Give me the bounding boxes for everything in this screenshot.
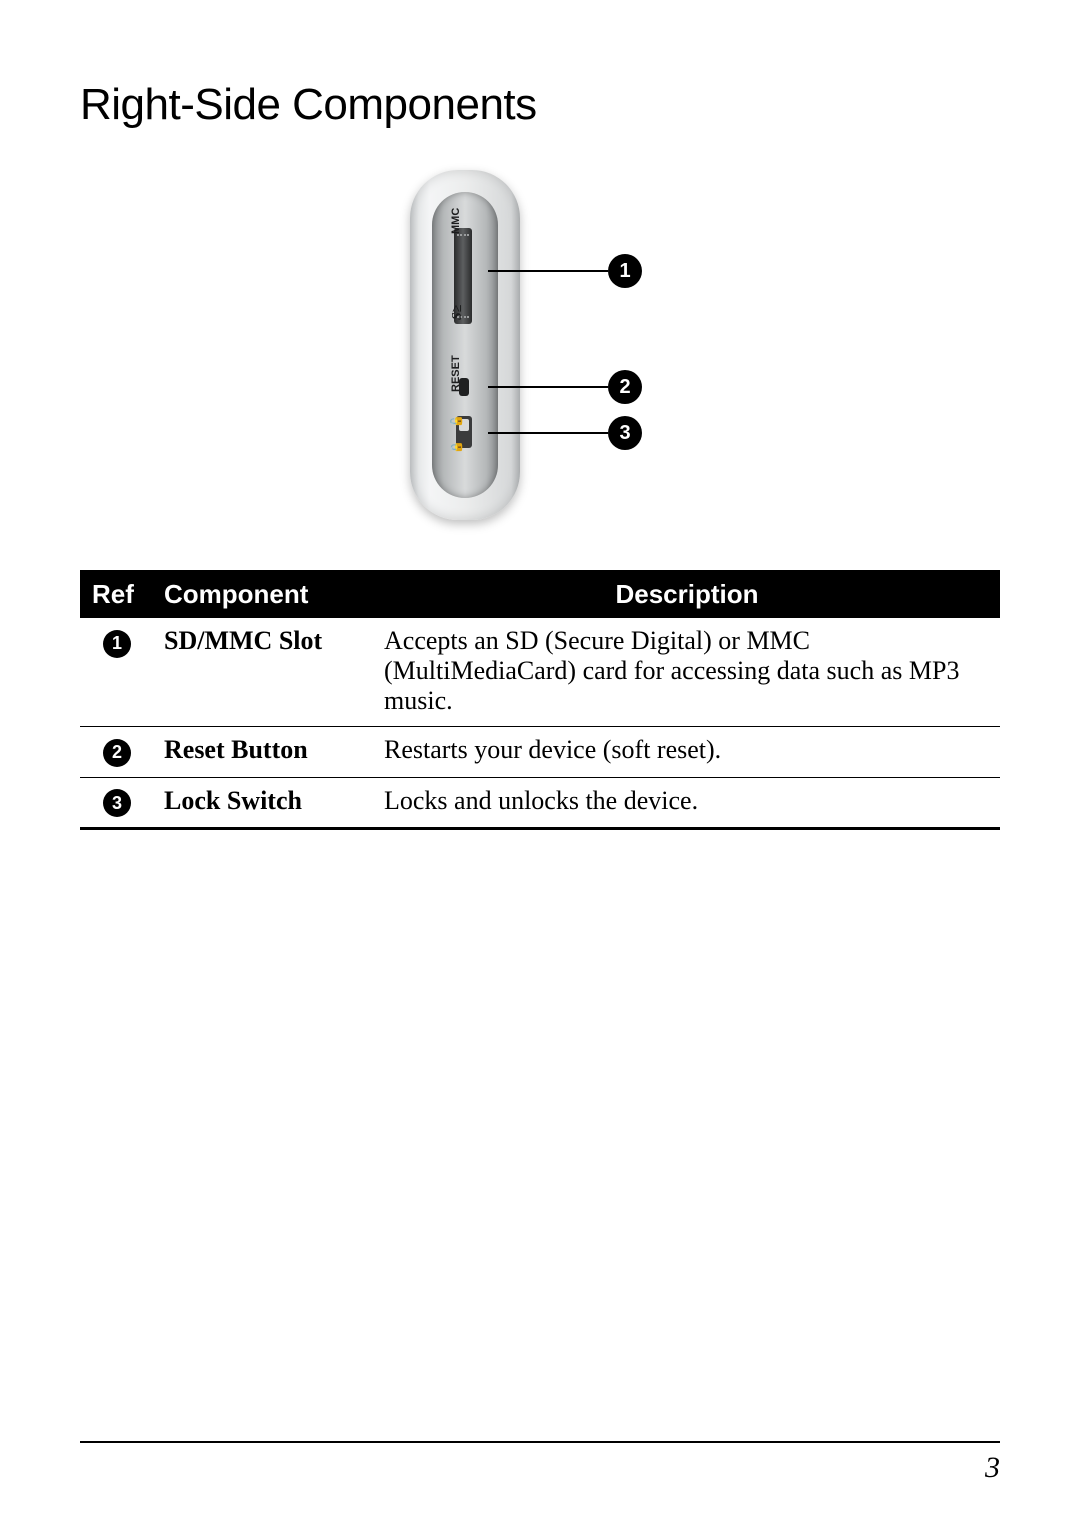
page-title: Right-Side Components <box>80 80 1000 130</box>
callout-number: 3 <box>608 416 642 450</box>
ref-number: 3 <box>103 789 131 817</box>
components-table-wrap: Ref Component Description 1 SD/MMC SlotAc… <box>80 570 1000 830</box>
label-mmc: MMC <box>450 208 462 234</box>
callout-lead <box>488 432 608 434</box>
ref-cell: 3 <box>80 777 154 829</box>
table-header-description: Description <box>374 572 1000 619</box>
callout-lead <box>488 386 608 388</box>
label-lock-open: 🔓 <box>450 414 463 428</box>
callout-number: 1 <box>608 254 642 288</box>
components-table: Ref Component Description 1 SD/MMC SlotAc… <box>80 570 1000 830</box>
ref-cell: 2 <box>80 727 154 778</box>
table-row: 2 Reset ButtonRestarts your device (soft … <box>80 727 1000 778</box>
device-figure: MMC S≥ RESET 🔓 🔒 1 2 3 <box>380 170 700 530</box>
description-cell: Locks and unlocks the device. <box>374 777 1000 829</box>
ref-cell: 1 <box>80 618 154 727</box>
page-number: 3 <box>985 1451 1000 1484</box>
table-header-component: Component <box>154 572 374 619</box>
figure-container: MMC S≥ RESET 🔓 🔒 1 2 3 <box>80 170 1000 530</box>
table-row: 3 Lock SwitchLocks and unlocks the device… <box>80 777 1000 829</box>
component-cell: Lock Switch <box>154 777 374 829</box>
device-shell: MMC S≥ RESET 🔓 🔒 <box>410 170 520 520</box>
ref-number: 1 <box>103 630 131 658</box>
table-row: 1 SD/MMC SlotAccepts an SD (Secure Digita… <box>80 618 1000 727</box>
description-cell: Restarts your device (soft reset). <box>374 727 1000 778</box>
component-cell: Reset Button <box>154 727 374 778</box>
ref-number: 2 <box>103 739 131 767</box>
callout-lead <box>488 270 608 272</box>
label-sd: S≥ <box>450 305 466 320</box>
label-lock-closed: 🔒 <box>450 440 463 454</box>
label-reset: RESET <box>450 355 462 392</box>
component-cell: SD/MMC Slot <box>154 618 374 727</box>
callout-number: 2 <box>608 370 642 404</box>
table-header-ref: Ref <box>80 572 154 619</box>
page-footer: 3 <box>80 1441 1000 1485</box>
description-cell: Accepts an SD (Secure Digital) or MMC (M… <box>374 618 1000 727</box>
